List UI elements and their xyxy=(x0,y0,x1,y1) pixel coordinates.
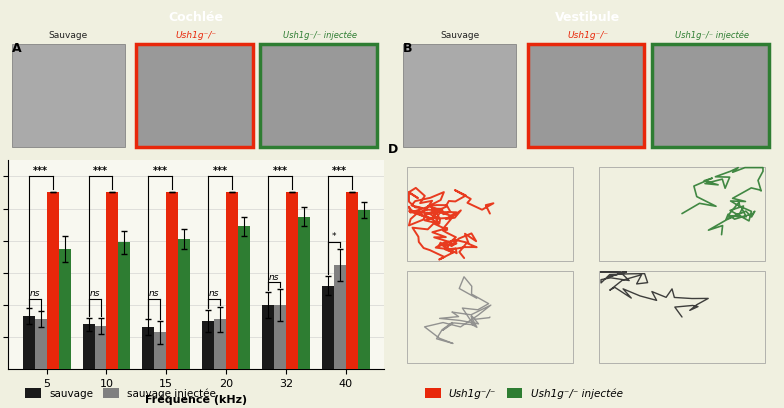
Text: ***: *** xyxy=(33,166,49,175)
Bar xyxy=(262,305,274,369)
Bar xyxy=(403,44,517,147)
Bar xyxy=(652,44,768,147)
Bar xyxy=(321,286,334,369)
Text: *: * xyxy=(332,233,336,242)
Text: Vestibule: Vestibule xyxy=(555,11,620,24)
Bar xyxy=(358,210,369,369)
Text: B: B xyxy=(403,42,413,55)
Bar xyxy=(298,217,310,369)
Bar xyxy=(202,321,214,369)
Text: ***: *** xyxy=(332,166,347,175)
Bar xyxy=(12,44,125,147)
Legend: sauvage, sauvage injectée: sauvage, sauvage injectée xyxy=(21,384,220,403)
Bar xyxy=(407,166,573,261)
Bar xyxy=(407,271,573,363)
Text: ns: ns xyxy=(209,289,220,298)
Bar xyxy=(528,44,644,147)
Text: Ush1g⁻/⁻: Ush1g⁻/⁻ xyxy=(176,31,216,40)
Legend: Ush1g⁻/⁻, Ush1g⁻/⁻ injectée: Ush1g⁻/⁻, Ush1g⁻/⁻ injectée xyxy=(421,384,626,403)
Bar xyxy=(118,242,130,369)
Text: D: D xyxy=(388,143,398,156)
Bar xyxy=(178,239,191,369)
Bar xyxy=(214,319,226,369)
Bar xyxy=(346,193,358,369)
Bar xyxy=(59,249,71,369)
Bar xyxy=(334,265,346,369)
Bar xyxy=(154,332,166,369)
Bar xyxy=(82,324,95,369)
Text: Sauvage: Sauvage xyxy=(49,31,88,40)
Bar xyxy=(136,44,252,147)
Bar xyxy=(286,193,298,369)
Text: ns: ns xyxy=(269,273,279,282)
Bar xyxy=(107,193,118,369)
Bar xyxy=(599,271,765,363)
Bar xyxy=(238,226,250,369)
Text: ***: *** xyxy=(272,166,288,175)
Text: ***: *** xyxy=(153,166,168,175)
Bar xyxy=(34,319,47,369)
Text: ***: *** xyxy=(212,166,227,175)
Bar xyxy=(95,326,107,369)
Text: A: A xyxy=(12,42,21,55)
Text: Cochlée: Cochlée xyxy=(169,11,223,24)
Bar xyxy=(23,316,34,369)
Text: ns: ns xyxy=(89,289,100,298)
Text: Sauvage: Sauvage xyxy=(440,31,480,40)
Text: Ush1g⁻/⁻ injectée: Ush1g⁻/⁻ injectée xyxy=(284,30,358,40)
Bar xyxy=(260,44,377,147)
Text: ***: *** xyxy=(93,166,108,175)
Text: ns: ns xyxy=(30,289,40,298)
Text: ns: ns xyxy=(149,289,160,298)
Bar xyxy=(143,328,154,369)
Text: Ush1g⁻/⁻ injectée: Ush1g⁻/⁻ injectée xyxy=(675,30,750,40)
Bar xyxy=(166,193,178,369)
Bar xyxy=(599,166,765,261)
Text: Ush1g⁻/⁻: Ush1g⁻/⁻ xyxy=(568,31,608,40)
Bar xyxy=(226,193,238,369)
Bar xyxy=(274,305,286,369)
X-axis label: Fréquence (kHz): Fréquence (kHz) xyxy=(145,395,247,405)
Bar xyxy=(47,193,59,369)
